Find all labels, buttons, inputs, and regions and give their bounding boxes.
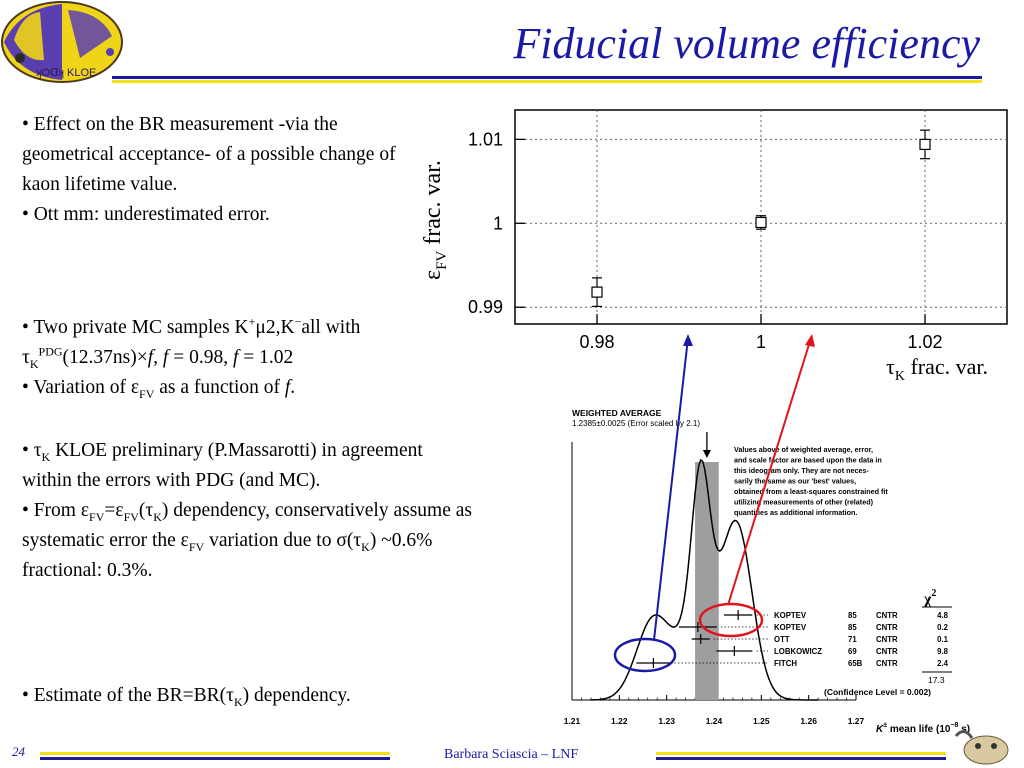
- x-tick-label: 1.23: [658, 716, 675, 726]
- ideogram-note: Values above of weighted average, error,…: [734, 445, 888, 517]
- ideogram-header: WEIGHTED AVERAGE: [572, 408, 662, 418]
- x-tick-label: 0.98: [579, 332, 614, 352]
- confidence-level: (Confidence Level = 0.002): [824, 687, 931, 697]
- average-arrowhead: [702, 450, 711, 458]
- note-line: quantities as additional information.: [734, 508, 857, 517]
- measurement-technique: CNTR: [876, 659, 898, 668]
- measurement-chi2: 4.8: [937, 611, 949, 620]
- bullet-paragraph: • Variation of εFV as a function of f.: [22, 377, 296, 401]
- page-number: 24: [12, 744, 25, 759]
- measurement-events: 65B: [848, 659, 863, 668]
- measurement-name: LOBKOWICZ: [774, 647, 822, 656]
- average-band-rect: [695, 462, 719, 700]
- footer-author: Barbara Sciascia – LNF: [444, 747, 579, 762]
- pdg-ideogram: WEIGHTED AVERAGE 1.2385±0.0025 (Error sc…: [564, 408, 970, 735]
- measurement-technique: CNTR: [876, 611, 898, 620]
- bullet-block-2: • Two private MC samples K+μ2,K−all with…: [22, 313, 472, 403]
- measurement-chi2: 0.2: [937, 623, 949, 632]
- note-line: and scale factor are based upon the data…: [734, 456, 882, 465]
- efficiency-plot: 0.98 1 1.02 0.99 1 1.01 εFV frac. var. τK fra…: [420, 109, 1008, 384]
- x-tick-label: 1.24: [706, 716, 723, 726]
- chi2-header: χ2: [923, 588, 936, 608]
- chi2-total: 17.3: [928, 675, 945, 685]
- x-axis-label: τK frac. var.: [886, 354, 988, 384]
- x-tick-label: 1.26: [800, 716, 817, 726]
- plot-ticks: 0.98 1 1.02 0.99 1 1.01: [468, 129, 943, 352]
- title-rule: [112, 76, 982, 79]
- ideogram-average: 1.2385±0.0025 (Error scaled by 2.1): [572, 419, 700, 428]
- data-point: [919, 138, 931, 151]
- average-band: [695, 432, 719, 700]
- measurement-name: OTT: [774, 635, 790, 644]
- footer-rule: [40, 757, 390, 760]
- measurement-events: 85: [848, 611, 857, 620]
- footer-rule: [656, 757, 946, 760]
- x-tick-label: 1.25: [753, 716, 770, 726]
- bullet-paragraph: • Two private MC samples K+μ2,K−all with…: [22, 314, 361, 371]
- title-rule-accent: [112, 80, 982, 83]
- data-point: [591, 286, 603, 298]
- measurement-chi2: 0.1: [937, 635, 949, 644]
- plot-points: [591, 129, 931, 307]
- footer-rule: [656, 752, 946, 755]
- logo-text: ʞOꓷʞ KLOE: [36, 67, 96, 79]
- y-tick-label: 1.01: [468, 129, 503, 149]
- bullet-text: • Effect on the BR measurement -via the …: [22, 114, 396, 195]
- x-tick-label: 1.02: [907, 332, 942, 352]
- kloe-logo: ʞOꓷʞ KLOE: [1, 1, 123, 83]
- x-tick-label: 1.21: [564, 716, 581, 726]
- note-line: obtained from a least-squares constraine…: [734, 487, 888, 496]
- ideogram-x-label: K± mean life (10−8 s): [876, 722, 970, 735]
- measurement-events: 69: [848, 647, 857, 656]
- note-line: Values above of weighted average, error,: [734, 445, 873, 454]
- page-title: Fiducial volume efficiency: [513, 19, 980, 68]
- data-point: [755, 216, 767, 229]
- measurement-events: 85: [848, 623, 857, 632]
- y-axis-label: εFV frac. var.: [420, 160, 450, 280]
- x-tick-label: 1.22: [611, 716, 628, 726]
- note-line: this ideogram only. They are not neces-: [734, 466, 869, 475]
- measurement-technique: CNTR: [876, 635, 898, 644]
- x-tick-label: 1: [756, 332, 766, 352]
- bullet-block-3: • τK KLOE preliminary (P.Massarotti) in …: [22, 436, 472, 586]
- measurement-events: 71: [848, 635, 857, 644]
- bullet-text: • Ott mm: underestimated error.: [22, 204, 270, 225]
- bullet-block-1: • Effect on the BR measurement -via the …: [22, 110, 472, 230]
- note-line: utilizing measurements of other (related…: [734, 498, 874, 507]
- measurement-chi2: 9.8: [937, 647, 949, 656]
- measurement-chi2: 2.4: [937, 659, 949, 668]
- measurement-table: KOPTEV 85 CNTR 4.8 KOPTEV 85 CNTR 0.2 OTT 71 CNTR 0…: [774, 606, 952, 673]
- footer-rule: [40, 752, 390, 755]
- y-tick-label: 0.99: [468, 297, 503, 317]
- measurement-technique: CNTR: [876, 647, 898, 656]
- measurement-name: KOPTEV: [774, 623, 807, 632]
- mascot-icon: [954, 730, 1009, 765]
- bullet-paragraph: • τK KLOE preliminary (P.Massarotti) in …: [22, 440, 423, 491]
- y-tick-label: 1: [493, 213, 503, 233]
- measurement-name: KOPTEV: [774, 611, 807, 620]
- note-line: sarily the same as our 'best' values,: [734, 477, 856, 486]
- x-tick-label: 1.27: [848, 716, 865, 726]
- bullet-paragraph: • From εFV=εFV(τK) dependency, conservat…: [22, 500, 472, 581]
- measurement-technique: CNTR: [876, 623, 898, 632]
- bullet-paragraph: • Estimate of the BR=BR(τK) dependency.: [22, 685, 351, 709]
- bullet-block-4: • Estimate of the BR=BR(τK) dependency.: [22, 681, 472, 711]
- measurement-name: FITCH: [774, 659, 797, 668]
